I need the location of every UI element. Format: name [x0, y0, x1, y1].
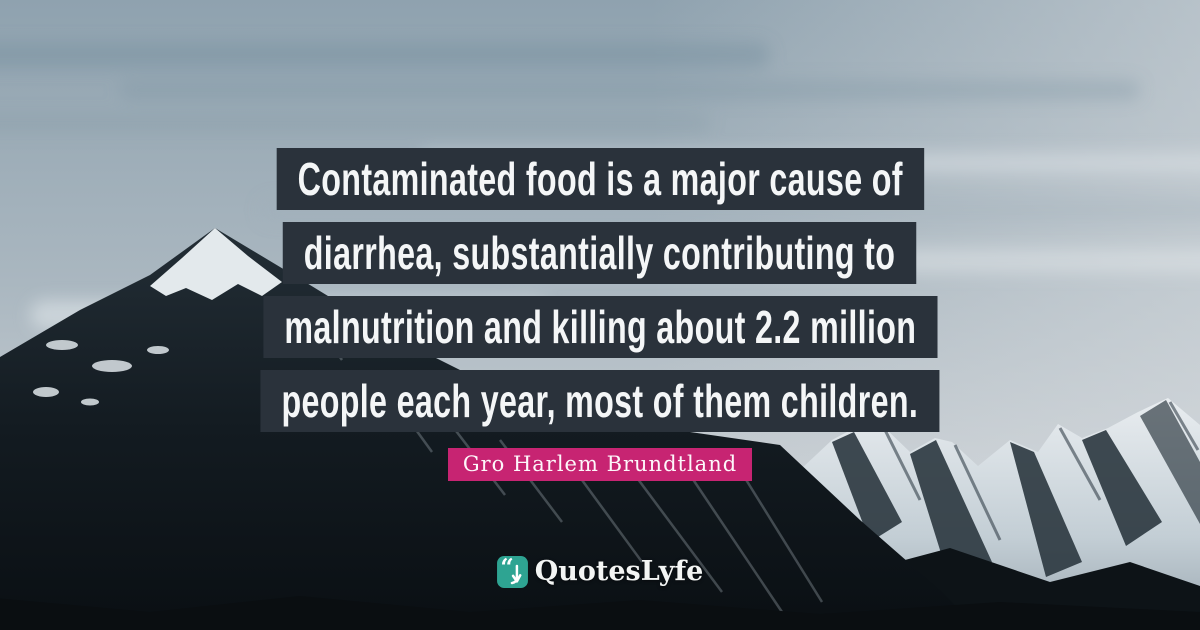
quote-line-row: people each year, most of them children. [0, 370, 1200, 432]
quote-line-row: malnutrition and killing about 2.2 milli… [0, 296, 1200, 358]
quote-line-row: diarrhea, substantially contributing to [0, 222, 1200, 284]
brand-name: QuotesLyfe [534, 556, 704, 587]
author-badge: Gro Harlem Brundtland [0, 448, 1200, 481]
quote-line-1: Contaminated food is a major cause of [276, 148, 924, 210]
quoteslyfe-quote-arrow-icon: “ [496, 556, 528, 588]
quote-line-4: people each year, most of them children. [260, 370, 940, 432]
quote-line-3: malnutrition and killing about 2.2 milli… [263, 296, 937, 358]
quote-line-2: diarrhea, substantially contributing to [283, 222, 917, 284]
quote-line-row: Contaminated food is a major cause of [0, 148, 1200, 210]
author-name: Gro Harlem Brundtland [447, 448, 753, 481]
brand-logo: “ QuotesLyfe [0, 556, 1200, 588]
quote-text-block: Contaminated food is a major cause of di… [0, 148, 1200, 444]
svg-text:“: “ [500, 556, 513, 581]
